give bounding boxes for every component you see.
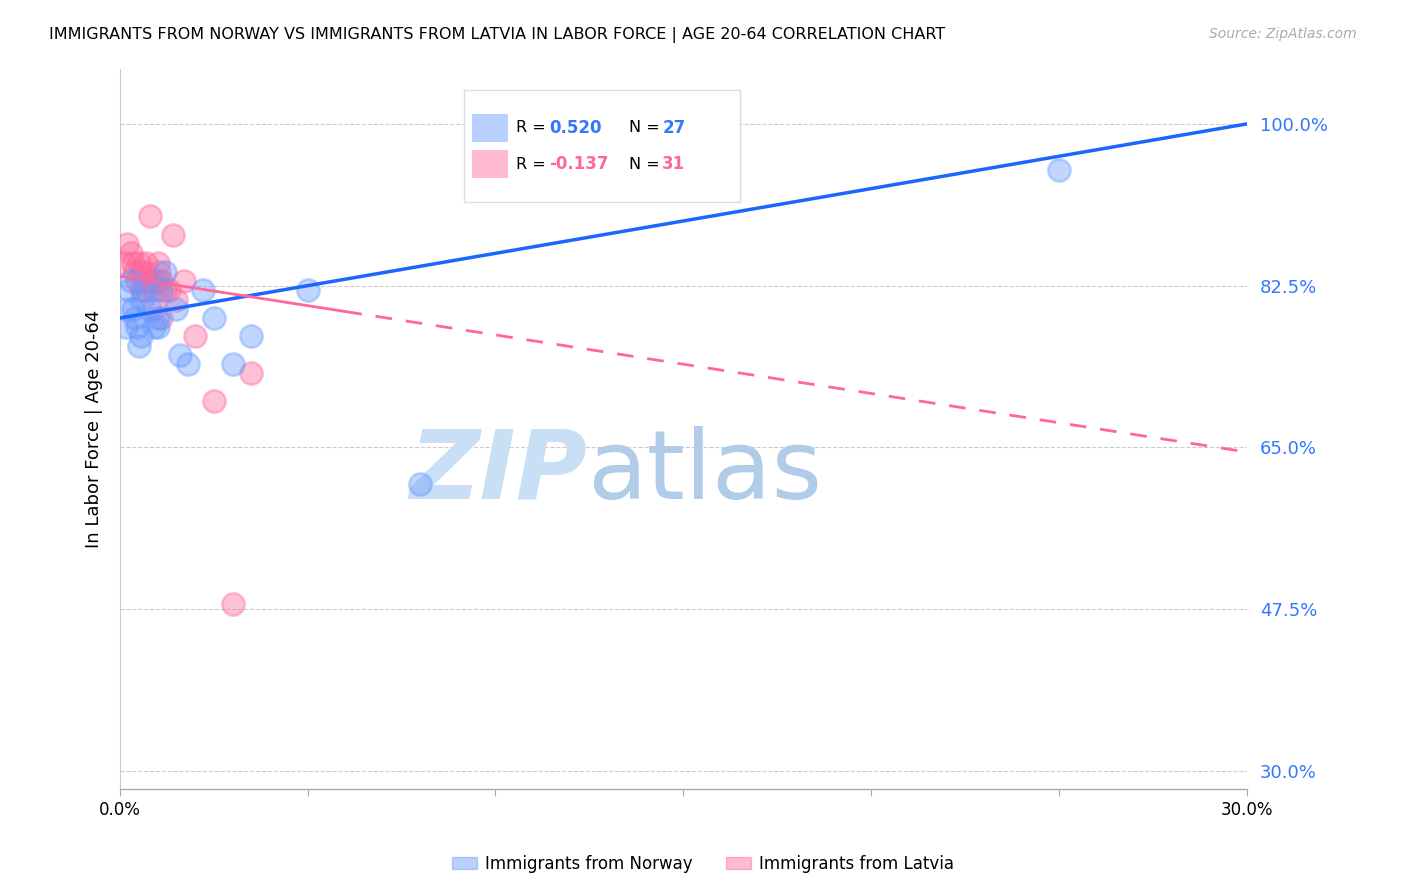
Point [176, 357, 198, 371]
Text: Source: ZipAtlas.com: Source: ZipAtlas.com [1209, 27, 1357, 41]
Point [135, 283, 157, 297]
Point [131, 283, 153, 297]
Point [1047, 163, 1070, 178]
Point [142, 301, 165, 316]
Point [157, 283, 180, 297]
Text: atlas: atlas [588, 425, 823, 518]
Point [135, 255, 157, 269]
Point [146, 320, 169, 334]
Point [120, 274, 142, 288]
Point [162, 227, 184, 242]
Point [153, 265, 176, 279]
Legend: Immigrants from Norway, Immigrants from Latvia: Immigrants from Norway, Immigrants from … [446, 848, 960, 880]
Point [146, 274, 169, 288]
Point [165, 293, 187, 307]
Point [122, 255, 145, 269]
Point [184, 329, 207, 343]
Point [221, 357, 243, 371]
Point [240, 367, 263, 381]
Point [118, 283, 141, 297]
Point [134, 265, 156, 279]
Point [150, 310, 173, 325]
Point [202, 394, 225, 409]
Point [150, 283, 173, 297]
Point [191, 283, 214, 297]
Point [129, 265, 152, 279]
Point [117, 237, 139, 252]
Point [124, 265, 146, 279]
Point [117, 301, 139, 316]
Point [128, 255, 150, 269]
Point [141, 274, 163, 288]
Point [409, 477, 432, 491]
Point [125, 274, 148, 288]
Text: ZIP: ZIP [409, 425, 588, 518]
Point [297, 283, 319, 297]
Point [142, 283, 165, 297]
Point [221, 598, 243, 612]
Point [169, 348, 191, 362]
Text: IMMIGRANTS FROM NORWAY VS IMMIGRANTS FROM LATVIA IN LABOR FORCE | AGE 20-64 CORR: IMMIGRANTS FROM NORWAY VS IMMIGRANTS FRO… [49, 27, 945, 43]
Point [114, 320, 136, 334]
Point [142, 320, 165, 334]
Point [165, 301, 187, 316]
Point [139, 210, 162, 224]
Point [131, 283, 153, 297]
Point [125, 320, 148, 334]
Point [129, 329, 152, 343]
Point [202, 310, 225, 325]
Point [173, 274, 195, 288]
Point [150, 274, 173, 288]
Point [128, 339, 150, 353]
Point [146, 255, 169, 269]
Point [146, 310, 169, 325]
Point [112, 255, 135, 269]
Point [139, 301, 162, 316]
Point [124, 310, 146, 325]
Y-axis label: In Labor Force | Age 20-64: In Labor Force | Age 20-64 [86, 310, 103, 548]
Point [148, 265, 170, 279]
Point [131, 293, 153, 307]
Point [122, 301, 145, 316]
Point [153, 283, 176, 297]
Point [136, 274, 159, 288]
Point [120, 246, 142, 260]
Point [240, 329, 263, 343]
